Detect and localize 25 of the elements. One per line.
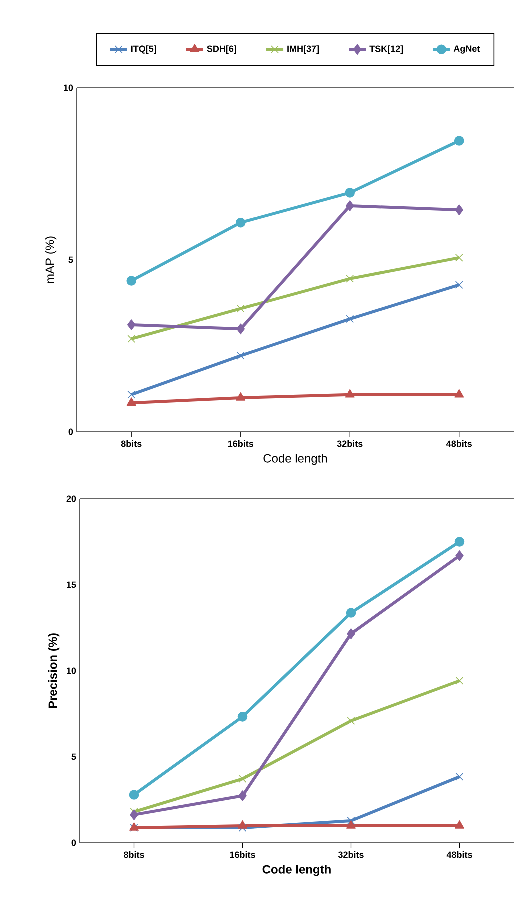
y-tick-label: 10 [64,84,74,92]
x-tick-label: 8bits [121,440,142,448]
legend-label: TSK[12] [370,46,404,54]
y-tick-label: 0 [68,428,74,436]
y-tick-label: 5 [72,754,76,760]
legend-label: ITQ[5] [131,46,156,54]
y-tick-label: 15 [67,582,76,588]
y-tick-label: 10 [67,668,76,674]
x-axis-title: Code length [264,454,328,466]
x-axis-title: Code length [262,865,331,876]
x-tick-label: 48bits [446,440,472,448]
x-tick-label: 16bits [230,852,256,858]
legend-label: AgNet [454,46,480,54]
x-tick-label: 32bits [338,852,364,858]
x-tick-label: 8bits [124,852,144,858]
y-tick-label: 0 [72,840,76,846]
x-tick-label: 16bits [228,440,254,448]
legend-label: IMH[37] [288,46,320,54]
x-tick-label: 32bits [337,440,363,448]
y-tick-label: 5 [68,256,74,264]
x-tick-label: 48bits [446,852,472,858]
y-tick-label: 20 [66,496,76,502]
legend-label: SDH[6] [207,46,236,54]
y-axis-title: Precision (%) [48,634,60,708]
y-axis-title: mAP (%) [45,236,57,284]
